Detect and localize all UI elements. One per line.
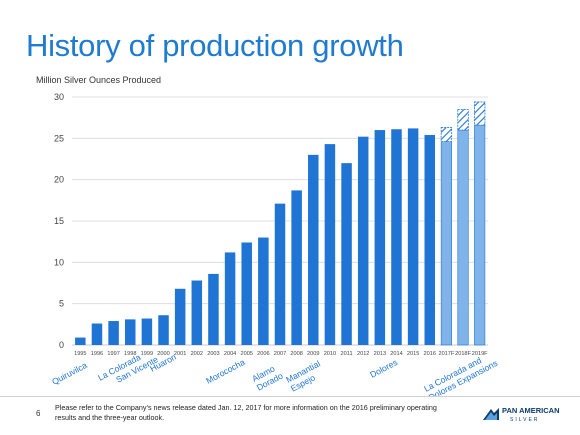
x-tick-label: 1999 <box>141 351 153 357</box>
x-tick-label: 1997 <box>107 351 119 357</box>
x-tick-label: 1995 <box>74 351 86 357</box>
x-tick-label: 1998 <box>124 351 136 357</box>
bar-2006 <box>258 237 269 345</box>
bar-2010 <box>324 144 336 345</box>
bar-2015 <box>407 128 419 345</box>
x-tick-label: 2006 <box>257 351 269 357</box>
bar-2008 <box>291 190 302 345</box>
x-tick-label: 2016 <box>424 351 436 357</box>
x-tick-label: 2010 <box>324 351 336 357</box>
bar-2005 <box>241 242 252 345</box>
range-2017F <box>440 127 453 143</box>
bar-2017F <box>440 141 452 346</box>
production-bar-chart: 0 5 10 15 20 25 30 1995 1996 1997 1998 1999 2000 2001… <box>50 92 499 396</box>
bar-2016 <box>424 135 436 345</box>
x-tick-label: 2014 <box>390 351 402 357</box>
y-axis-label: Million Silver Ounces Produced <box>36 75 162 85</box>
y-tick-label: 15 <box>54 216 64 226</box>
annotation-2004: Morococha <box>204 357 246 386</box>
bar-2004 <box>224 252 236 345</box>
x-tick-label: 2015 <box>407 351 419 357</box>
bar-2011 <box>341 163 352 345</box>
x-tick-label: 2013 <box>374 351 386 357</box>
y-tick-label: 5 <box>59 299 64 309</box>
x-tick-label: 2018F <box>455 351 471 357</box>
page-number: 6 <box>36 409 41 418</box>
page-title: History of production growth <box>26 28 404 63</box>
x-tick-label: 2008 <box>290 351 302 357</box>
logo-subtitle: SILVER <box>510 417 540 423</box>
bar-2019F <box>474 124 486 346</box>
bar-2012 <box>357 136 369 345</box>
bar-2003 <box>208 273 219 345</box>
bar-1999 <box>141 318 153 345</box>
bar-1995 <box>75 337 86 345</box>
bar-1996 <box>91 323 103 345</box>
y-tick-label: 30 <box>54 92 64 102</box>
annotation-text: Quiruvilca <box>50 360 89 387</box>
bar-2002 <box>191 280 203 345</box>
bar-2007 <box>274 203 286 345</box>
x-tick-label: 2001 <box>174 351 186 357</box>
footnote: Please refer to the Company’s news relea… <box>55 403 437 422</box>
x-tick-label: 2007 <box>274 351 286 357</box>
y-tick-label: 10 <box>54 257 64 267</box>
annotation-2012: Dolores <box>368 357 399 380</box>
x-tick-label: 2002 <box>191 351 203 357</box>
x-tick-label: 2005 <box>240 351 252 357</box>
bar-2013 <box>374 130 386 345</box>
y-tick-label: 0 <box>59 340 64 350</box>
range-2018F <box>457 109 469 131</box>
x-tick-label: 2019F <box>472 351 488 357</box>
bar-2001 <box>174 288 186 345</box>
company-logo: PAN AMERICAN SILVER <box>482 403 574 427</box>
x-tick-label: 2017F <box>438 351 454 357</box>
bar-2018F <box>457 129 469 346</box>
bar-1997 <box>108 321 119 345</box>
x-tick-label: 2000 <box>157 351 169 357</box>
x-tick-label: 2003 <box>207 351 219 357</box>
bar-2009 <box>308 154 319 345</box>
x-tick-label: 2004 <box>224 351 236 357</box>
bar-2014 <box>391 129 402 345</box>
annotation-text: Dolores <box>368 357 399 380</box>
x-tick-label: 2012 <box>357 351 369 357</box>
bar-2000 <box>158 315 169 345</box>
y-tick-label: 25 <box>54 133 64 143</box>
logo-name: PAN AMERICAN <box>502 406 560 415</box>
footer-divider <box>0 396 580 397</box>
range-2019F <box>474 101 486 126</box>
x-tick-label: 2009 <box>307 351 319 357</box>
x-tick-label: 2011 <box>341 351 353 357</box>
annotation-text: Morococha <box>204 357 246 386</box>
y-tick-label: 20 <box>54 175 64 185</box>
annotation-1996: Quiruvilca <box>50 360 89 387</box>
x-tick-label: 1996 <box>91 351 103 357</box>
bar-1998 <box>124 319 136 345</box>
pan-american-logo-icon <box>483 408 499 420</box>
